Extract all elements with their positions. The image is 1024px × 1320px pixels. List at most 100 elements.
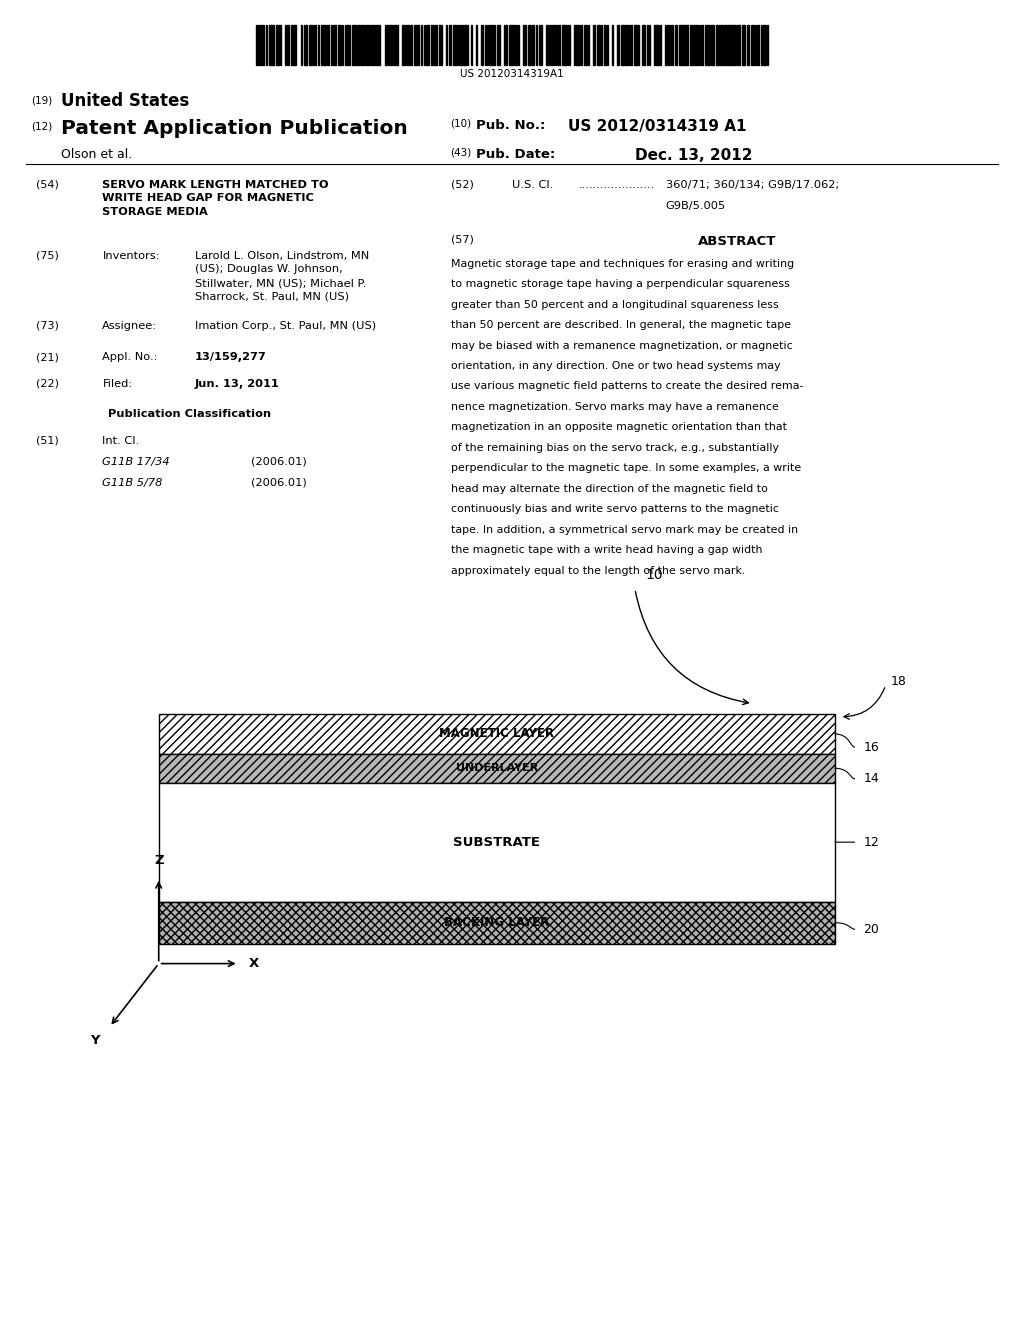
Bar xyxy=(683,25,688,65)
Text: United States: United States xyxy=(61,92,189,111)
Text: Assignee:: Assignee: xyxy=(102,321,158,331)
Bar xyxy=(376,25,381,65)
Bar xyxy=(318,25,319,65)
Bar xyxy=(690,25,691,65)
Bar xyxy=(553,25,556,65)
Bar xyxy=(407,25,410,65)
Text: (54): (54) xyxy=(36,180,58,190)
Text: 16: 16 xyxy=(863,741,879,754)
Bar xyxy=(421,25,422,65)
Bar xyxy=(746,25,749,65)
Text: Patent Application Publication: Patent Application Publication xyxy=(61,119,409,137)
Bar xyxy=(450,25,451,65)
Bar xyxy=(653,25,658,65)
Text: (19): (19) xyxy=(31,95,52,106)
Bar xyxy=(606,25,608,65)
Bar xyxy=(584,25,587,65)
Text: G9B/5.005: G9B/5.005 xyxy=(666,201,726,211)
Bar xyxy=(453,25,456,65)
Bar xyxy=(328,25,329,65)
Text: (22): (22) xyxy=(36,379,58,389)
Text: G11B 5/78: G11B 5/78 xyxy=(102,478,163,488)
Bar xyxy=(736,25,739,65)
Text: Z: Z xyxy=(154,854,164,867)
Bar xyxy=(258,25,260,65)
Bar xyxy=(358,25,360,65)
Bar xyxy=(352,25,357,65)
Bar xyxy=(604,25,605,65)
Bar xyxy=(705,25,710,65)
Bar xyxy=(471,25,472,65)
Bar xyxy=(612,25,613,65)
Bar xyxy=(588,25,589,65)
Text: continuously bias and write servo patterns to the magnetic: continuously bias and write servo patter… xyxy=(451,504,778,515)
Text: approximately equal to the length of the servo mark.: approximately equal to the length of the… xyxy=(451,565,744,576)
Text: orientation, in any direction. One or two head systems may: orientation, in any direction. One or tw… xyxy=(451,360,780,371)
Text: Magnetic storage tape and techniques for erasing and writing: Magnetic storage tape and techniques for… xyxy=(451,259,794,269)
Bar xyxy=(446,25,447,65)
Bar xyxy=(701,25,702,65)
Bar xyxy=(292,25,297,65)
Text: 13/159,277: 13/159,277 xyxy=(195,352,266,363)
Text: perpendicular to the magnetic tape. In some examples, a write: perpendicular to the magnetic tape. In s… xyxy=(451,463,801,474)
Text: Olson et al.: Olson et al. xyxy=(61,148,133,161)
Bar xyxy=(285,25,287,65)
Bar xyxy=(518,25,519,65)
Text: (57): (57) xyxy=(451,235,473,246)
Bar xyxy=(621,25,624,65)
Bar xyxy=(159,714,835,754)
Bar xyxy=(476,25,477,65)
Bar xyxy=(573,25,580,65)
Bar xyxy=(301,25,302,65)
Bar xyxy=(659,25,660,65)
Bar xyxy=(313,25,316,65)
Text: Pub. Date:: Pub. Date: xyxy=(476,148,555,161)
Text: 10: 10 xyxy=(645,568,663,582)
Text: the magnetic tape with a write head having a gap width: the magnetic tape with a write head havi… xyxy=(451,545,762,556)
Bar xyxy=(494,25,496,65)
Bar xyxy=(342,25,343,65)
Text: U.S. Cl.: U.S. Cl. xyxy=(512,180,553,190)
Bar xyxy=(498,25,501,65)
Bar xyxy=(667,25,669,65)
Bar xyxy=(435,25,437,65)
Text: SERVO MARK LENGTH MATCHED TO
WRITE HEAD GAP FOR MAGNETIC
STORAGE MEDIA: SERVO MARK LENGTH MATCHED TO WRITE HEAD … xyxy=(102,180,329,216)
Bar xyxy=(485,25,486,65)
Bar xyxy=(424,25,425,65)
Bar xyxy=(159,754,835,783)
Bar xyxy=(532,25,534,65)
Text: (10): (10) xyxy=(451,119,472,129)
Text: 360/71; 360/134; G9B/17.062;: 360/71; 360/134; G9B/17.062; xyxy=(666,180,839,190)
Bar xyxy=(665,25,666,65)
Bar xyxy=(716,25,719,65)
Bar xyxy=(698,25,700,65)
Text: Jun. 13, 2011: Jun. 13, 2011 xyxy=(195,379,280,389)
Bar xyxy=(646,25,647,65)
Text: to magnetic storage tape having a perpendicular squareness: to magnetic storage tape having a perpen… xyxy=(451,279,790,289)
Text: Dec. 13, 2012: Dec. 13, 2012 xyxy=(635,148,753,162)
Bar xyxy=(741,25,744,65)
Text: (52): (52) xyxy=(451,180,473,190)
Text: Inventors:: Inventors: xyxy=(102,251,160,261)
Bar xyxy=(536,25,538,65)
Text: (51): (51) xyxy=(36,436,58,446)
Text: (2006.01): (2006.01) xyxy=(251,478,306,488)
Bar xyxy=(487,25,488,65)
Bar xyxy=(568,25,569,65)
Bar xyxy=(547,25,550,65)
Text: ABSTRACT: ABSTRACT xyxy=(698,235,776,248)
Text: SUBSTRATE: SUBSTRATE xyxy=(454,836,540,849)
Bar xyxy=(489,25,493,65)
Bar xyxy=(389,25,392,65)
Bar xyxy=(629,25,632,65)
Bar xyxy=(385,25,388,65)
Text: Appl. No.:: Appl. No.: xyxy=(102,352,158,363)
Bar xyxy=(159,902,835,944)
Bar xyxy=(372,25,375,65)
Bar xyxy=(366,25,371,65)
Bar xyxy=(402,25,406,65)
Bar xyxy=(516,25,517,65)
Text: UNDERLAYER: UNDERLAYER xyxy=(456,763,538,774)
Bar xyxy=(757,25,759,65)
Bar xyxy=(345,25,350,65)
